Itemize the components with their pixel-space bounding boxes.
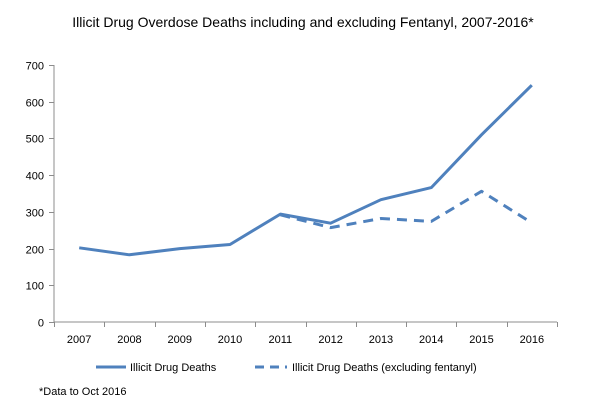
series-line-illicit-drug-deaths	[78, 84, 533, 257]
data-point	[329, 226, 333, 230]
legend-label: Illicit Drug Deaths (excluding fentanyl)	[292, 362, 477, 374]
x-tick-label: 2011	[269, 334, 293, 346]
data-point	[379, 198, 383, 202]
x-tick-label: 2009	[168, 334, 192, 346]
data-point	[429, 219, 433, 223]
data-point	[530, 221, 534, 225]
data-point	[480, 189, 484, 193]
data-point	[278, 213, 282, 217]
x-tick-label: 2012	[318, 334, 342, 346]
data-point	[379, 216, 383, 220]
data-point	[77, 246, 81, 250]
y-tick-label: 300	[26, 208, 44, 220]
data-point	[127, 253, 131, 257]
x-tick-label: 2010	[218, 334, 242, 346]
y-tick-label: 400	[26, 171, 44, 183]
x-tick-label: 2007	[67, 334, 91, 346]
footnote: *Data to Oct 2016	[39, 386, 127, 398]
x-tick-label: 2016	[520, 334, 544, 346]
data-point	[530, 83, 534, 87]
y-tick-label: 700	[26, 61, 44, 73]
x-tick-label: 2015	[469, 334, 493, 346]
x-tick-label: 2014	[419, 334, 443, 346]
y-tick-label: 500	[26, 134, 44, 146]
y-tick-label: 0	[38, 318, 44, 330]
data-point	[480, 133, 484, 137]
data-point	[228, 243, 232, 247]
y-tick-label: 100	[26, 281, 44, 293]
x-tick-label: 2013	[369, 334, 393, 346]
data-point	[429, 186, 433, 190]
y-tick-label: 600	[26, 98, 44, 110]
legend-label: Illicit Drug Deaths	[130, 362, 217, 374]
data-point	[178, 247, 182, 251]
data-point	[329, 221, 333, 225]
series-line-excluding-fentanyl	[280, 189, 533, 230]
y-tick-label: 200	[26, 245, 44, 257]
x-tick-label: 2008	[117, 334, 141, 346]
